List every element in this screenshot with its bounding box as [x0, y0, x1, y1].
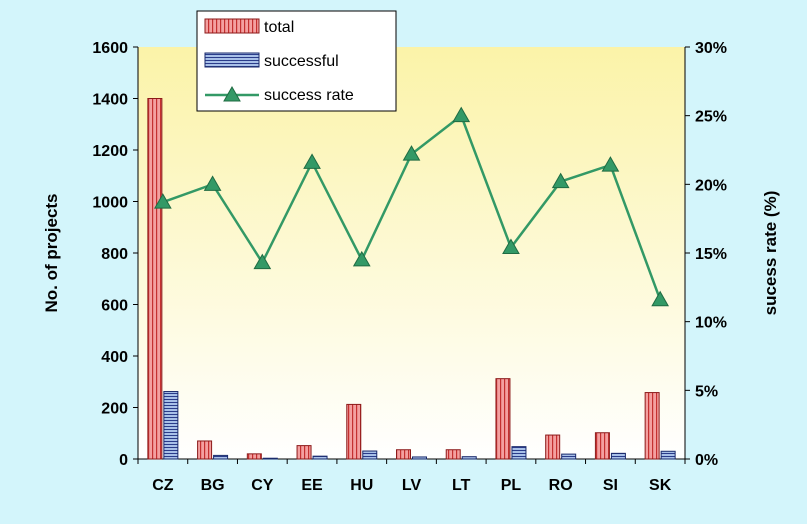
bar-successful-sk — [661, 451, 675, 459]
y2-tick-label: 20% — [695, 177, 727, 194]
x-tick-label: HU — [350, 477, 373, 494]
legend-label-success-rate: success rate — [264, 87, 354, 104]
bar-successful-lt — [462, 457, 476, 459]
bar-successful-cy — [263, 458, 277, 459]
y2-tick-label: 0% — [695, 452, 718, 469]
x-tick-label: BG — [201, 477, 225, 494]
bar-total-si — [595, 433, 609, 459]
y-tick-label: 400 — [101, 349, 128, 366]
y-tick-label: 1200 — [92, 143, 128, 160]
x-tick-label: LV — [402, 477, 422, 494]
bar-total-bg — [198, 441, 212, 459]
y2-tick-label: 25% — [695, 109, 727, 126]
y-tick-label: 200 — [101, 401, 128, 418]
x-tick-label: LT — [452, 477, 471, 494]
bar-successful-ee — [313, 456, 327, 459]
bar-total-cy — [247, 454, 261, 459]
y-tick-label: 1600 — [92, 40, 128, 57]
y2-tick-label: 5% — [695, 383, 718, 400]
legend-swatch-total — [205, 19, 259, 33]
x-tick-label: EE — [301, 477, 323, 494]
x-tick-label: SI — [603, 477, 618, 494]
bar-successful-bg — [214, 455, 228, 459]
legend-label-successful: successful — [264, 53, 339, 70]
y-tick-label: 600 — [101, 298, 128, 315]
x-tick-label: SK — [649, 477, 672, 494]
y-tick-label: 800 — [101, 246, 128, 263]
bar-total-ee — [297, 446, 311, 459]
y-tick-label: 1000 — [92, 195, 128, 212]
y2-tick-label: 15% — [695, 246, 727, 263]
legend-label-total: total — [264, 19, 294, 36]
bar-total-lv — [397, 450, 411, 459]
bar-successful-hu — [363, 451, 377, 459]
bar-successful-ro — [562, 454, 576, 459]
x-tick-label: CY — [251, 477, 274, 494]
bar-successful-si — [611, 453, 625, 459]
x-tick-label: CZ — [152, 477, 174, 494]
bar-total-sk — [645, 393, 659, 459]
y-tick-label: 0 — [119, 452, 128, 469]
y2-tick-label: 10% — [695, 315, 727, 332]
x-tick-label: RO — [549, 477, 573, 494]
legend-swatch-successful — [205, 53, 259, 67]
bar-total-lt — [446, 450, 460, 459]
bar-total-pl — [496, 379, 510, 459]
bar-successful-pl — [512, 447, 526, 459]
bar-total-hu — [347, 404, 361, 459]
bar-successful-lv — [413, 457, 427, 459]
y-tick-label: 1400 — [92, 92, 128, 109]
bar-total-ro — [546, 435, 560, 459]
y-axis-title: No. of projects — [42, 193, 61, 312]
y2-axis-title: sucess rate (%) — [761, 191, 780, 316]
bar-total-cz — [148, 99, 162, 460]
x-tick-label: PL — [501, 477, 522, 494]
y2-tick-label: 30% — [695, 40, 727, 57]
bar-successful-cz — [164, 392, 178, 459]
